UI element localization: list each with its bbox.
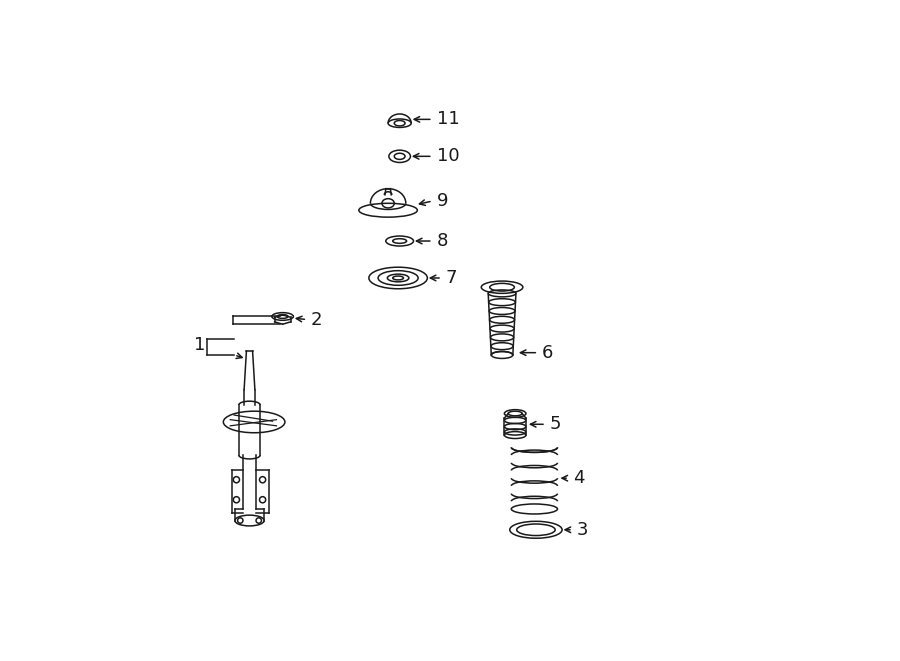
Text: 1: 1 <box>194 336 205 354</box>
Text: 5: 5 <box>550 415 562 433</box>
Text: 3: 3 <box>577 521 589 539</box>
Text: 9: 9 <box>436 192 448 210</box>
Text: 6: 6 <box>542 344 554 362</box>
Text: 7: 7 <box>446 269 457 287</box>
Text: 8: 8 <box>436 232 448 250</box>
Text: 4: 4 <box>573 469 584 487</box>
Text: 2: 2 <box>311 311 322 329</box>
Text: 11: 11 <box>436 110 459 128</box>
Text: 10: 10 <box>436 147 459 165</box>
